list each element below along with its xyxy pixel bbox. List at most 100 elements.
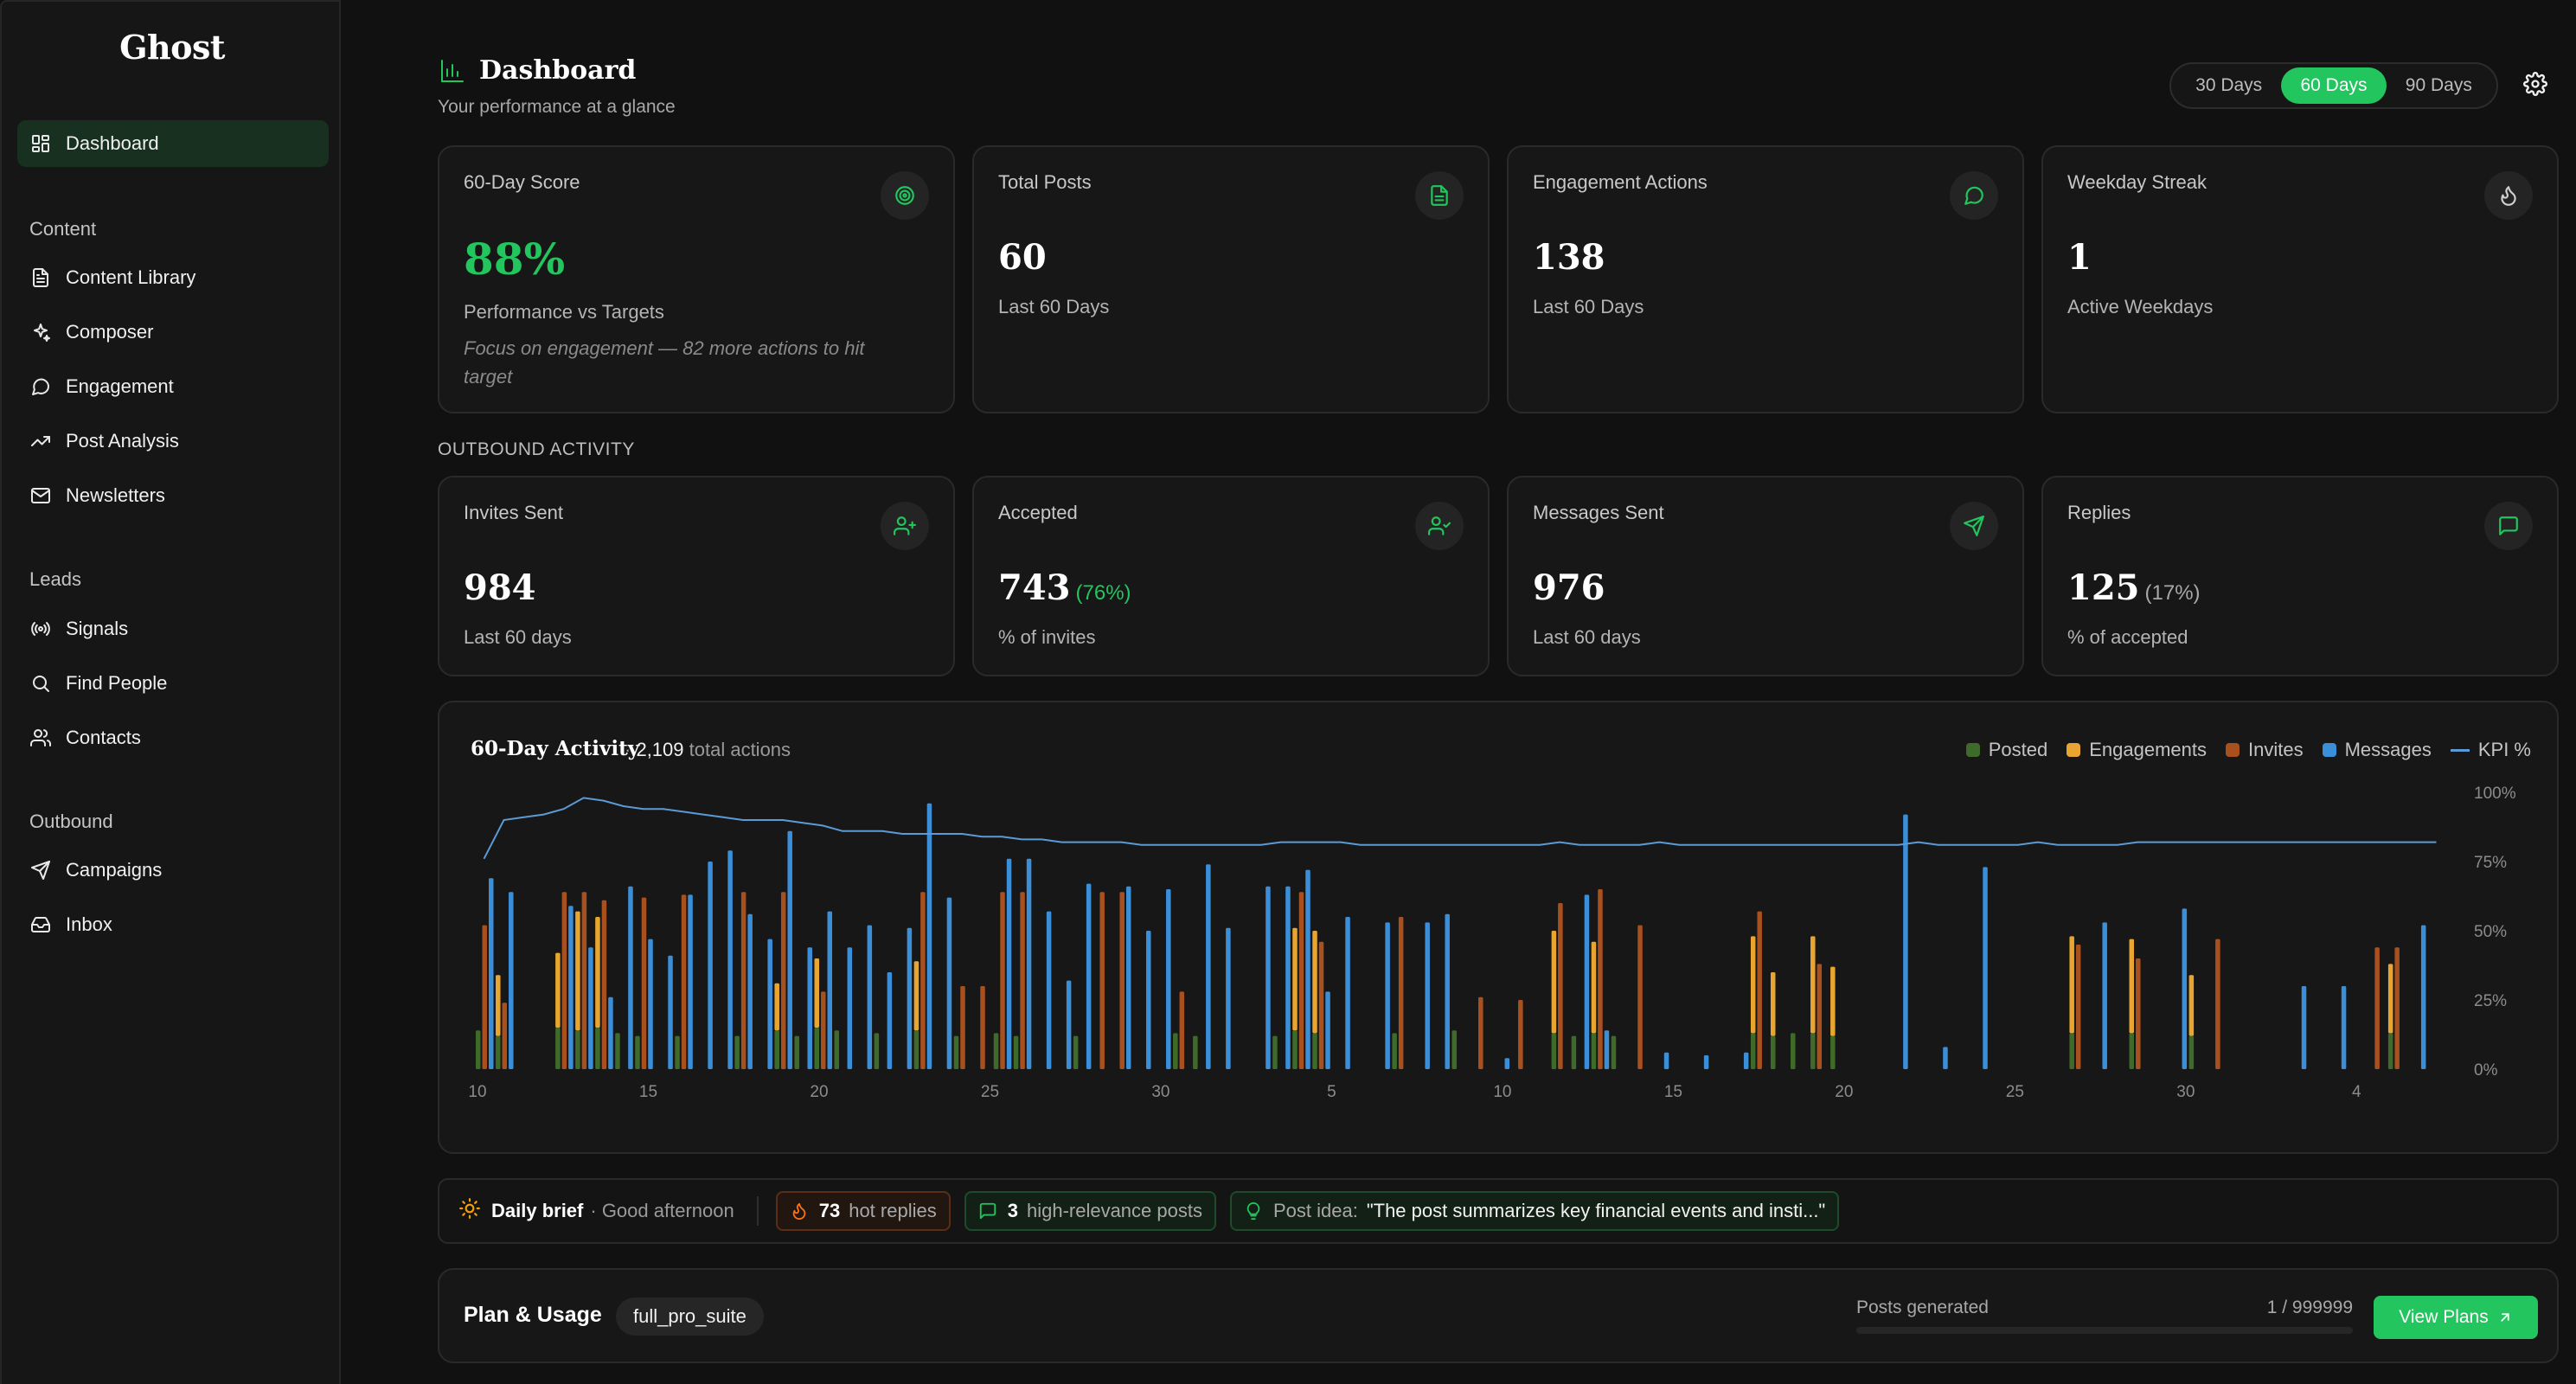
chart-bar-invites <box>681 894 687 1069</box>
chart-bar-messages <box>588 947 593 1069</box>
page-subtitle: Your performance at a glance <box>438 97 676 117</box>
chart-bar-messages <box>2102 922 2107 1069</box>
outbound-card-messages: Messages Sent 976 Last 60 days <box>1507 476 2024 676</box>
chart-bar-posted <box>1551 1033 1557 1069</box>
stat-percent: (17%) <box>2144 581 2201 605</box>
high-relevance-posts-chip[interactable]: 3 high-relevance posts <box>964 1191 1216 1231</box>
chart-bar-messages <box>1504 1058 1510 1069</box>
outbound-card-invites: Invites Sent 984 Last 60 days <box>438 476 955 676</box>
settings-button[interactable] <box>2521 71 2550 100</box>
legend-item-kpi[interactable]: KPI % <box>2450 739 2531 761</box>
chart-bar-posted <box>1591 1033 1597 1069</box>
chart-bar-messages <box>2420 925 2426 1069</box>
legend-label: Messages <box>2344 739 2432 760</box>
chart-bar-messages <box>727 850 733 1069</box>
sidebar-item-contacts[interactable]: Contacts <box>17 714 329 761</box>
chart-bar-invites <box>1598 889 1603 1069</box>
chart-bar-engagements <box>1551 931 1557 1034</box>
range-30-days-button[interactable]: 30 Days <box>2195 75 2263 95</box>
stat-note: Focus on engagement — 82 more actions to… <box>464 337 865 388</box>
chart-bar-messages <box>708 862 713 1069</box>
sidebar-item-content-library[interactable]: Content Library <box>17 254 329 301</box>
sidebar-item-label: Newsletters <box>66 484 165 506</box>
document-icon <box>1415 171 1464 220</box>
chart-bar-invites <box>641 897 647 1069</box>
chart-bar-posted <box>1013 1035 1019 1069</box>
stat-value-number: 743 <box>998 567 1071 608</box>
chart-bar-posted <box>1392 1033 1397 1069</box>
chart-bar-posted <box>814 1028 820 1069</box>
sidebar-item-engagement[interactable]: Engagement <box>17 363 329 410</box>
brand-logo[interactable]: Ghost <box>119 28 225 67</box>
sidebar-item-dashboard[interactable]: Dashboard <box>17 120 329 167</box>
chart-bar-invites <box>780 892 786 1069</box>
chart-bar-posted <box>1770 1035 1776 1069</box>
chart-bar-engagements <box>1770 972 1776 1036</box>
sidebar-item-label: Dashboard <box>66 132 159 154</box>
chart-bar-posted <box>2387 1033 2393 1069</box>
legend-item-invites[interactable]: Invites <box>2225 739 2304 761</box>
chart-bar-messages <box>1146 931 1151 1069</box>
chart-bar-posted <box>834 1030 840 1069</box>
range-60-days-button[interactable]: 60 Days <box>2281 67 2387 104</box>
sidebar-item-signals[interactable]: Signals <box>17 606 329 652</box>
chart-x-tick-label: 20 <box>1835 1083 1853 1101</box>
chart-bar-messages <box>1385 922 1390 1069</box>
chart-bar-messages <box>688 894 693 1069</box>
chart-bar-engagements <box>1292 927 1298 1031</box>
chart-bar-posted <box>993 1033 999 1069</box>
legend-item-posted[interactable]: Posted <box>1965 739 2047 761</box>
chart-bar-posted <box>1073 1035 1079 1069</box>
sidebar-section-outbound: Outbound <box>29 811 113 832</box>
chart-bar-invites <box>920 892 926 1069</box>
chart-bar-messages <box>568 906 574 1069</box>
view-plans-button[interactable]: View Plans <box>2374 1296 2538 1339</box>
sidebar-item-label: Find People <box>66 672 168 694</box>
chart-bar-posted <box>1750 1033 1756 1069</box>
range-90-days-button[interactable]: 90 Days <box>2405 75 2472 95</box>
chart-bar-messages <box>1983 867 1988 1069</box>
sidebar-item-inbox[interactable]: Inbox <box>17 901 329 948</box>
flame-icon <box>792 1202 806 1221</box>
sidebar-item-post-analysis[interactable]: Post Analysis <box>17 418 329 465</box>
sidebar-item-composer[interactable]: Composer <box>17 309 329 356</box>
trending-up-icon <box>29 430 52 452</box>
flame-icon <box>2484 171 2533 220</box>
sidebar-item-find-people[interactable]: Find People <box>17 660 329 707</box>
sidebar-item-newsletters[interactable]: Newsletters <box>17 472 329 519</box>
chart-bar-posted <box>496 1035 501 1069</box>
chart-bar-invites <box>960 986 965 1069</box>
chart-bar-messages <box>1066 980 1072 1069</box>
stat-sub: % of invites <box>998 626 1096 648</box>
chart-x-tick-label: 15 <box>1664 1083 1682 1101</box>
chart-bar-engagements <box>555 952 561 1028</box>
sidebar-item-campaigns[interactable]: Campaigns <box>17 847 329 894</box>
chart-bar-engagements <box>575 911 580 1031</box>
chart-bar-messages <box>1266 886 1271 1069</box>
lightbulb-icon <box>1246 1201 1260 1221</box>
usage-label: Posts generated <box>1856 1298 1989 1317</box>
chart-bar-invites <box>561 892 567 1069</box>
sidebar-section-leads: Leads <box>29 568 81 590</box>
brief-greeting: · Good afternoon <box>590 1200 734 1221</box>
stat-card-score: 60-Day Score 88% Performance vs Targets … <box>438 145 955 413</box>
page-title: Dashboard <box>479 55 637 86</box>
chart-bar-messages <box>847 947 853 1069</box>
legend-swatch <box>1965 743 1980 757</box>
legend-swatch <box>2067 743 2081 757</box>
stat-label: Weekday Streak <box>2067 171 2208 193</box>
chart-bar-messages <box>787 830 792 1069</box>
chart-bar-messages <box>1663 1052 1669 1069</box>
hot-replies-chip[interactable]: 73 hot replies <box>775 1191 951 1231</box>
legend-item-messages[interactable]: Messages <box>2322 739 2432 761</box>
chart-x-tick-label: 5 <box>1327 1083 1336 1101</box>
chart-bar-invites <box>1757 911 1762 1069</box>
chart-kpi-line <box>483 797 2437 860</box>
chart-bar-invites <box>1558 903 1563 1069</box>
legend-item-engagements[interactable]: Engagements <box>2067 739 2207 761</box>
outbound-card-accepted: Accepted 743 (76%) % of invites <box>972 476 1490 676</box>
chart-bar-engagements <box>1810 936 1816 1034</box>
chart-legend: Posted Engagements Invites Messages KPI … <box>1965 739 2531 761</box>
chart-bar-engagements <box>1830 966 1836 1036</box>
post-idea-chip[interactable]: Post idea: "The post summarizes key fina… <box>1229 1191 1840 1231</box>
